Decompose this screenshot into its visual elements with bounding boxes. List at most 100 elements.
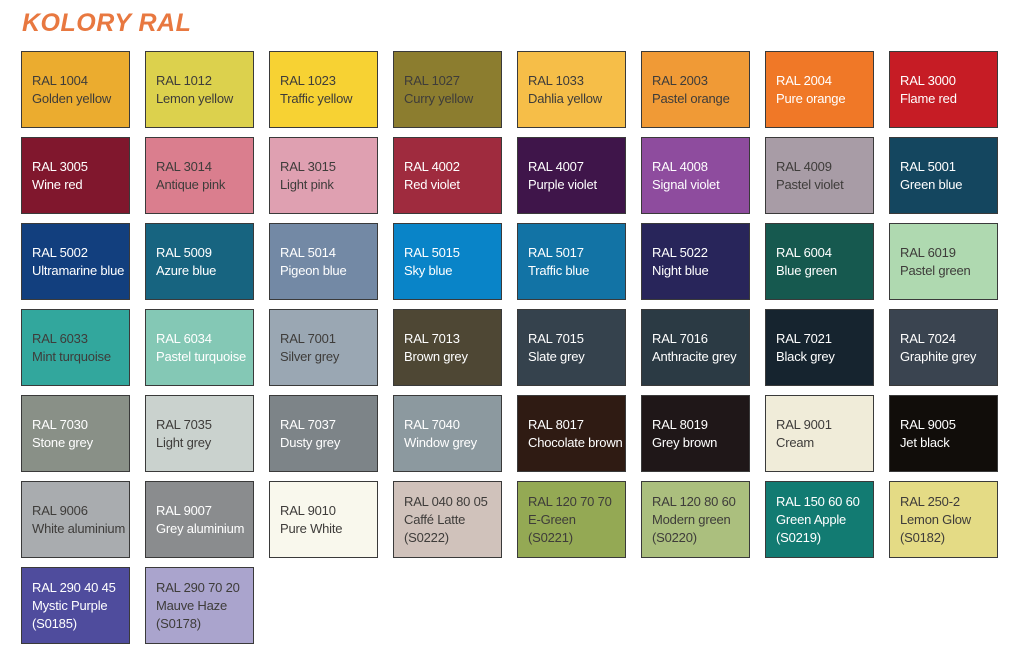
swatch-name: Mauve Haze bbox=[156, 597, 227, 613]
swatch-name: Window grey bbox=[404, 434, 477, 450]
swatch-code: RAL 5014 bbox=[280, 244, 336, 260]
swatch-note: (S0219) bbox=[776, 529, 821, 545]
swatch-name: Night blue bbox=[652, 262, 709, 278]
color-swatch: RAL 5022 Night blue bbox=[641, 223, 750, 300]
swatch-code: RAL 4008 bbox=[652, 158, 708, 174]
color-swatch: RAL 9001 Cream bbox=[765, 395, 874, 472]
swatch-code: RAL 4002 bbox=[404, 158, 460, 174]
swatch-name: Chocolate brown bbox=[528, 434, 623, 450]
color-swatch: RAL 7021 Black grey bbox=[765, 309, 874, 386]
color-swatch: RAL 1004 Golden yellow bbox=[21, 51, 130, 128]
swatch-name: Pure orange bbox=[776, 90, 846, 106]
swatch-note: (S0222) bbox=[404, 529, 449, 545]
swatch-code: RAL 1033 bbox=[528, 72, 584, 88]
swatch-name: Curry yellow bbox=[404, 90, 474, 106]
swatch-code: RAL 3005 bbox=[32, 158, 88, 174]
swatch-code: RAL 120 80 60 bbox=[652, 493, 736, 509]
swatch-name: Caffé Latte bbox=[404, 511, 466, 527]
swatch-code: RAL 2003 bbox=[652, 72, 708, 88]
swatch-code: RAL 7013 bbox=[404, 330, 460, 346]
color-swatch: RAL 5014 Pigeon blue bbox=[269, 223, 378, 300]
swatch-code: RAL 3000 bbox=[900, 72, 956, 88]
swatch-code: RAL 1023 bbox=[280, 72, 336, 88]
swatch-name: Pastel turquoise bbox=[156, 348, 247, 364]
swatch-code: RAL 4007 bbox=[528, 158, 584, 174]
swatch-code: RAL 5015 bbox=[404, 244, 460, 260]
swatch-code: RAL 7016 bbox=[652, 330, 708, 346]
swatch-name: E-Green bbox=[528, 511, 576, 527]
swatch-name: Antique pink bbox=[156, 176, 226, 192]
swatch-name: Anthracite grey bbox=[652, 348, 737, 364]
swatch-code: RAL 7021 bbox=[776, 330, 832, 346]
color-swatch: RAL 3015 Light pink bbox=[269, 137, 378, 214]
color-swatch: RAL 5002 Ultramarine blue bbox=[21, 223, 130, 300]
swatch-name: Green Apple bbox=[776, 511, 847, 527]
color-swatch: RAL 120 80 60 Modern green (S0220) bbox=[641, 481, 750, 558]
swatch-name: Graphite grey bbox=[900, 348, 977, 364]
swatch-name: Mystic Purple bbox=[32, 597, 108, 613]
color-swatch: RAL 9005 Jet black bbox=[889, 395, 998, 472]
color-swatch: RAL 1012 Lemon yellow bbox=[145, 51, 254, 128]
page-title: KOLORY RAL bbox=[22, 9, 192, 37]
swatch-code: RAL 1004 bbox=[32, 72, 88, 88]
color-swatch: RAL 7024 Graphite grey bbox=[889, 309, 998, 386]
color-swatch: RAL 7040 Window grey bbox=[393, 395, 502, 472]
color-swatch: RAL 7013 Brown grey bbox=[393, 309, 502, 386]
color-swatch: RAL 5009 Azure blue bbox=[145, 223, 254, 300]
color-swatch: RAL 3005 Wine red bbox=[21, 137, 130, 214]
swatch-code: RAL 7001 bbox=[280, 330, 336, 346]
swatch-name: Pastel orange bbox=[652, 90, 730, 106]
swatch-code: RAL 1027 bbox=[404, 72, 460, 88]
color-swatch: RAL 1033 Dahlia yellow bbox=[517, 51, 626, 128]
color-swatch: RAL 7037 Dusty grey bbox=[269, 395, 378, 472]
swatch-name: Pigeon blue bbox=[280, 262, 347, 278]
swatch-note: (S0220) bbox=[652, 529, 697, 545]
swatch-code: RAL 9007 bbox=[156, 502, 212, 518]
color-swatch: RAL 3000 Flame red bbox=[889, 51, 998, 128]
swatch-code: RAL 1012 bbox=[156, 72, 212, 88]
swatch-code: RAL 3015 bbox=[280, 158, 336, 174]
swatch-code: RAL 150 60 60 bbox=[776, 493, 860, 509]
swatch-name: Sky blue bbox=[404, 262, 453, 278]
color-swatch: RAL 4008 Signal violet bbox=[641, 137, 750, 214]
color-swatch: RAL 9006 White aluminium bbox=[21, 481, 130, 558]
color-swatch: RAL 5015 Sky blue bbox=[393, 223, 502, 300]
swatch-code: RAL 7037 bbox=[280, 416, 336, 432]
swatch-name: Pastel green bbox=[900, 262, 971, 278]
color-swatch: RAL 6034 Pastel turquoise bbox=[145, 309, 254, 386]
color-swatch: RAL 8019 Grey brown bbox=[641, 395, 750, 472]
swatch-name: Lemon yellow bbox=[156, 90, 234, 106]
swatch-code: RAL 5009 bbox=[156, 244, 212, 260]
swatch-name: Pastel violet bbox=[776, 176, 844, 192]
color-swatch: RAL 4002 Red violet bbox=[393, 137, 502, 214]
swatch-code: RAL 3014 bbox=[156, 158, 212, 174]
swatch-note: (S0178) bbox=[156, 615, 201, 631]
swatch-name: Azure blue bbox=[156, 262, 217, 278]
swatch-code: RAL 5022 bbox=[652, 244, 708, 260]
color-swatch: RAL 9010 Pure White bbox=[269, 481, 378, 558]
swatch-name: Black grey bbox=[776, 348, 835, 364]
color-swatch: RAL 6033 Mint turquoise bbox=[21, 309, 130, 386]
swatch-name: Dahlia yellow bbox=[528, 90, 602, 106]
swatch-name: White aluminium bbox=[32, 520, 126, 536]
color-swatch: RAL 290 70 20 Mauve Haze (S0178) bbox=[145, 567, 254, 644]
swatch-name: Jet black bbox=[900, 434, 950, 450]
color-swatch: RAL 150 60 60 Green Apple (S0219) bbox=[765, 481, 874, 558]
swatch-name: Green blue bbox=[900, 176, 963, 192]
color-swatch: RAL 8017 Chocolate brown bbox=[517, 395, 626, 472]
swatch-name: Traffic yellow bbox=[280, 90, 353, 106]
swatch-code: RAL 250-2 bbox=[900, 493, 960, 509]
swatch-name: Dusty grey bbox=[280, 434, 341, 450]
swatch-name: Silver grey bbox=[280, 348, 340, 364]
color-swatch: RAL 5001 Green blue bbox=[889, 137, 998, 214]
color-swatch: RAL 9007 Grey aluminium bbox=[145, 481, 254, 558]
swatch-code: RAL 7015 bbox=[528, 330, 584, 346]
swatch-note: (S0221) bbox=[528, 529, 573, 545]
color-swatch: RAL 120 70 70 E-Green (S0221) bbox=[517, 481, 626, 558]
swatch-name: Slate grey bbox=[528, 348, 585, 364]
swatch-name: Modern green bbox=[652, 511, 731, 527]
swatch-name: Pure White bbox=[280, 520, 343, 536]
color-swatch: RAL 3014 Antique pink bbox=[145, 137, 254, 214]
swatch-name: Wine red bbox=[32, 176, 83, 192]
color-swatch: RAL 7015 Slate grey bbox=[517, 309, 626, 386]
